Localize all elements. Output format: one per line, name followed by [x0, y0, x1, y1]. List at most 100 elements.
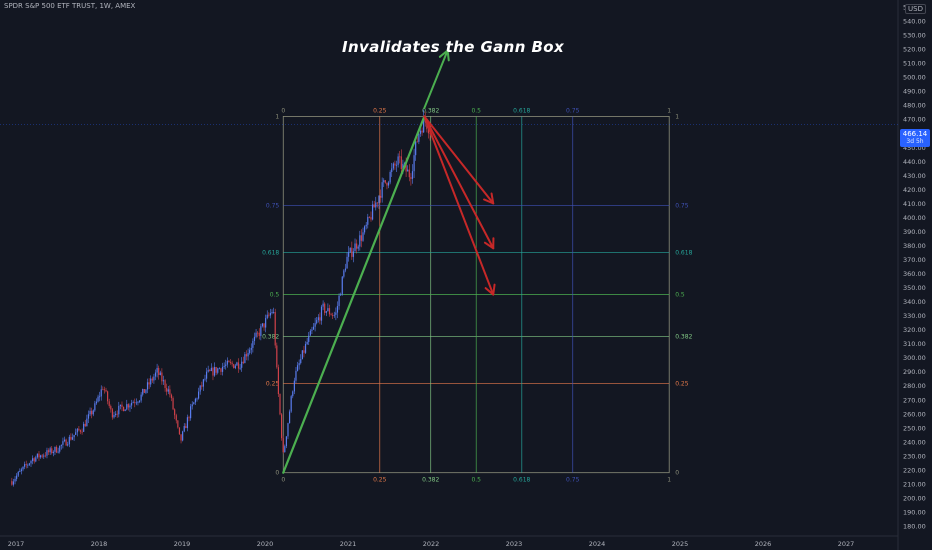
- candle-body: [65, 439, 67, 446]
- candle-body: [384, 180, 386, 183]
- candle-body: [146, 382, 149, 390]
- candle-body: [236, 362, 238, 366]
- candle-body: [185, 426, 187, 429]
- candle-body: [166, 387, 168, 392]
- candle-body: [405, 163, 407, 172]
- candle-body: [22, 466, 24, 470]
- candle-body: [94, 403, 96, 411]
- candle-body: [49, 448, 51, 453]
- time-tick-label: 2024: [589, 540, 606, 548]
- candle-body: [201, 385, 203, 387]
- time-tick-label: 2021: [340, 540, 357, 548]
- candle-body: [370, 217, 372, 220]
- price-tick-label: 510.00: [903, 60, 926, 68]
- price-tick-label: 360.00: [903, 270, 926, 278]
- candle-body: [333, 314, 335, 316]
- candle-body: [296, 365, 299, 371]
- gann-right-label: 0.25: [675, 381, 689, 388]
- candle-body: [352, 251, 355, 257]
- currency-badge[interactable]: USD: [905, 4, 926, 14]
- candle-body: [217, 368, 219, 373]
- candle-body: [17, 471, 19, 476]
- price-tick-label: 250.00: [903, 424, 926, 432]
- candle-body: [371, 204, 374, 220]
- candle-body: [293, 380, 295, 392]
- candle-body: [124, 409, 126, 412]
- candle-body: [357, 246, 359, 249]
- candle-body: [119, 404, 121, 406]
- candle-body: [76, 428, 78, 433]
- price-tick-label: 280.00: [903, 382, 926, 390]
- candle-body: [78, 428, 80, 431]
- candle-body: [70, 436, 72, 440]
- arrow-head-2: [484, 283, 496, 296]
- candle-body: [411, 171, 414, 179]
- candle-body: [212, 367, 214, 376]
- candle-body: [97, 396, 99, 402]
- candle-body: [11, 481, 13, 485]
- gann-left-label: 0.5: [270, 292, 280, 299]
- time-axis[interactable]: 2017 2018 2019 2020 2021 2022 2023 2024 2025 2026…: [8, 540, 855, 548]
- arrow-head-3: [438, 49, 450, 62]
- candle-body: [300, 359, 302, 364]
- candle-body: [249, 349, 251, 354]
- price-tick-label: 440.00: [903, 158, 926, 166]
- candle-body: [427, 129, 430, 134]
- candle-body: [20, 469, 23, 471]
- candle-body: [356, 243, 358, 249]
- price-tick-label: 300.00: [903, 354, 926, 362]
- candle-body: [239, 367, 241, 369]
- candle-body: [298, 363, 300, 366]
- candle-body: [86, 418, 88, 427]
- candle-body: [182, 431, 184, 441]
- time-tick-label: 2020: [257, 540, 274, 548]
- drawings[interactable]: [282, 49, 496, 474]
- gann-left-label: 0.618: [262, 250, 279, 257]
- candle-body: [346, 256, 348, 269]
- candle-body: [290, 396, 292, 412]
- candle-body: [177, 420, 179, 428]
- candle-body: [258, 332, 260, 336]
- gann-bottom-label: 0.75: [566, 477, 580, 484]
- candle-body: [213, 367, 216, 376]
- candle-body: [68, 436, 70, 445]
- candle-body: [153, 376, 155, 381]
- candle-body: [391, 168, 393, 173]
- arrow-head-0: [483, 192, 495, 205]
- candle-body: [111, 409, 114, 418]
- candle-body: [57, 451, 59, 453]
- price-tick-label: 230.00: [903, 452, 926, 460]
- time-tick-label: 2018: [91, 540, 108, 548]
- time-tick-label: 2022: [423, 540, 440, 548]
- candle-body: [351, 247, 353, 257]
- price-tick-label: 520.00: [903, 46, 926, 54]
- candle-body: [394, 163, 396, 166]
- candle-body: [288, 411, 291, 424]
- candle-body: [43, 455, 45, 457]
- last-price-value: 466.14: [902, 130, 928, 138]
- candle-body: [359, 235, 361, 247]
- candle-body: [295, 370, 297, 381]
- candle-body: [95, 401, 98, 404]
- price-tick-label: 210.00: [903, 480, 926, 488]
- candle-body: [311, 329, 313, 331]
- candle-body: [244, 354, 246, 364]
- annotation-headline[interactable]: Invalidates the Gann Box: [342, 38, 565, 56]
- candle-body: [142, 388, 144, 395]
- time-tick-label: 2023: [506, 540, 523, 548]
- gann-box[interactable]: 0 0.25 0.382 0.5 0.618 0.75 10 0.25 0.382 0.5 0.61…: [0, 107, 898, 484]
- candle-body: [132, 402, 134, 404]
- gann-right-label: 0: [675, 470, 679, 477]
- candle-body: [332, 315, 334, 316]
- candle-body: [308, 335, 310, 342]
- candle-body: [44, 455, 46, 457]
- candle-body: [330, 314, 332, 316]
- time-tick-label: 2026: [755, 540, 772, 548]
- candle-body: [413, 155, 415, 172]
- candle-body: [419, 130, 422, 134]
- candle-body: [242, 361, 244, 364]
- arrow-shaft-3: [423, 49, 449, 109]
- candle-body: [162, 380, 165, 382]
- candle-body: [221, 366, 224, 372]
